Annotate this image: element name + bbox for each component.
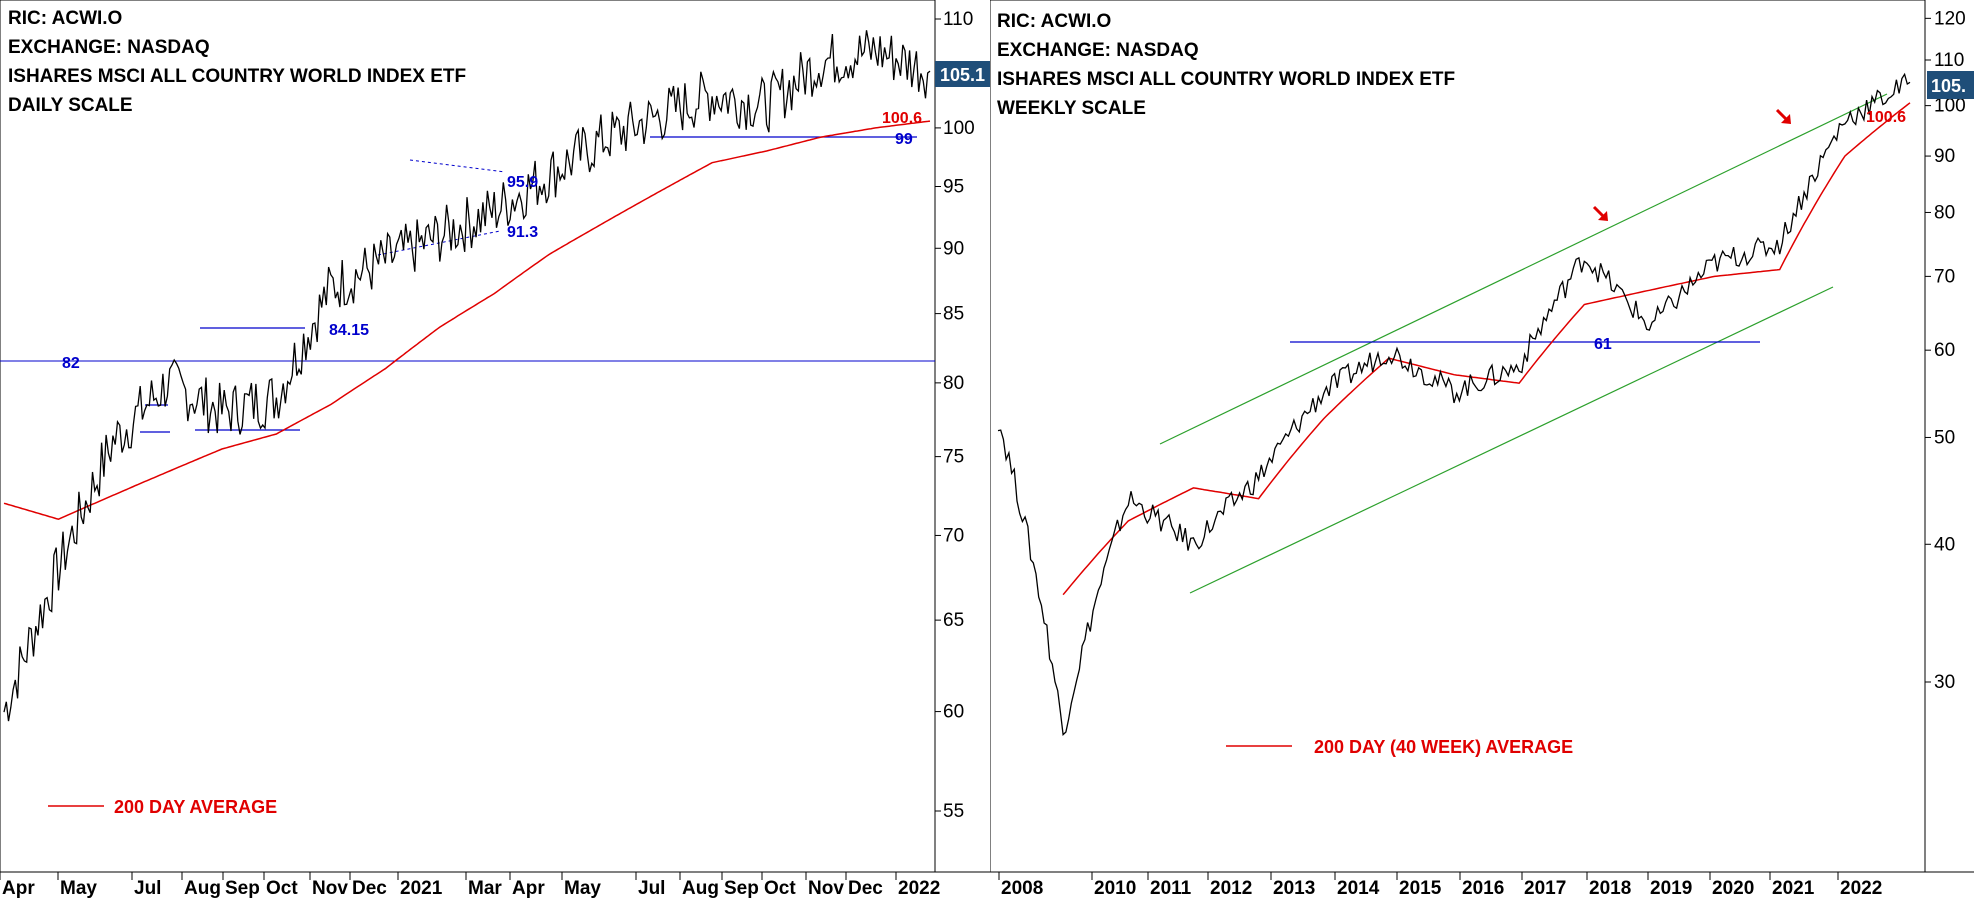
level-95-9-label: 95.9 bbox=[507, 174, 538, 191]
x-tick-label: 2008 bbox=[1001, 878, 1043, 899]
x-tick-label: Aug bbox=[184, 878, 221, 899]
x-tick-label: 2021 bbox=[400, 878, 443, 899]
y-tick-label: 60 bbox=[943, 702, 964, 723]
y-tick-label: 75 bbox=[943, 447, 964, 468]
x-tick-label: 2013 bbox=[1273, 878, 1315, 899]
weekly-price-line bbox=[997, 72, 1911, 736]
triangle-upper-line bbox=[409, 159, 506, 173]
y-tick-label: 95 bbox=[943, 177, 964, 198]
daily-legend-label: 200 DAY AVERAGE bbox=[114, 797, 277, 817]
x-tick-label: 2014 bbox=[1337, 878, 1380, 899]
x-tick-label: Jul bbox=[638, 878, 665, 899]
y-tick-label: 100 bbox=[943, 118, 975, 139]
arrow-icon bbox=[1775, 108, 1791, 124]
y-tick-label: 120 bbox=[1934, 8, 1966, 29]
x-tick-label: 2016 bbox=[1462, 878, 1504, 899]
y-tick-label: 80 bbox=[943, 373, 964, 394]
y-tick-label: 60 bbox=[1934, 340, 1955, 361]
x-tick-label: May bbox=[60, 878, 97, 899]
daily-price-line bbox=[3, 30, 931, 722]
x-tick-label: 2020 bbox=[1712, 878, 1754, 899]
weekly-legend-label: 200 DAY (40 WEEK) AVERAGE bbox=[1314, 737, 1573, 757]
x-tick-label: May bbox=[564, 878, 601, 899]
weekly-name-label: ISHARES MSCI ALL COUNTRY WORLD INDEX ETF bbox=[997, 69, 1455, 90]
x-tick-label: Oct bbox=[764, 878, 796, 899]
x-tick-label: Sep bbox=[225, 878, 260, 899]
daily-200-day-average-line bbox=[3, 120, 931, 520]
y-tick-label: 70 bbox=[1934, 266, 1955, 287]
x-tick-label: 2011 bbox=[1150, 878, 1192, 899]
y-tick-label: 70 bbox=[943, 525, 964, 546]
x-tick-label: 2010 bbox=[1094, 878, 1136, 899]
y-tick-label: 90 bbox=[1934, 146, 1955, 167]
x-tick-label: Nov bbox=[808, 878, 844, 899]
y-tick-label: 85 bbox=[943, 304, 964, 325]
y-tick-label: 40 bbox=[1934, 534, 1955, 555]
weekly-plot-area bbox=[990, 0, 1926, 873]
x-tick-label: Dec bbox=[848, 878, 883, 899]
daily-ric-label: RIC: ACWI.O bbox=[8, 8, 122, 29]
x-tick-label: 2022 bbox=[898, 878, 940, 899]
channel-lower-line bbox=[1189, 286, 1834, 594]
x-tick-label: Oct bbox=[266, 878, 298, 899]
daily-y-axis: 55 60 65 70 75 80 85 90 95 100 110 bbox=[935, 9, 975, 822]
daily-x-axis: Apr May Jul Aug Sep Oct Nov Dec 2021 Mar Apr May Jul… bbox=[0, 872, 940, 899]
y-tick-label: 110 bbox=[943, 9, 973, 30]
weekly-price-badge-text: 105. bbox=[1931, 76, 1966, 96]
weekly-chart: 30 40 50 60 70 80 90 100 110 120 2008 2010 2011 2012… bbox=[990, 0, 1974, 899]
x-tick-label: Sep bbox=[724, 878, 759, 899]
x-tick-label: Apr bbox=[512, 878, 545, 899]
daily-price-badge-text: 105.1 bbox=[940, 65, 985, 85]
level-82-label: 82 bbox=[62, 355, 80, 372]
x-tick-label: Dec bbox=[352, 878, 387, 899]
y-tick-label: 100 bbox=[1934, 96, 1966, 117]
x-tick-label: Apr bbox=[2, 878, 35, 899]
level-84-label: 84.15 bbox=[329, 322, 369, 339]
y-tick-label: 90 bbox=[943, 238, 964, 259]
y-tick-label: 80 bbox=[1934, 202, 1955, 223]
weekly-y-axis: 30 40 50 60 70 80 90 100 110 120 bbox=[1925, 8, 1966, 693]
x-tick-label: Nov bbox=[312, 878, 348, 899]
arrow-icon bbox=[1592, 205, 1608, 221]
y-tick-label: 30 bbox=[1934, 672, 1955, 693]
weekly-x-axis: 2008 2010 2011 2012 2013 2014 2015 2016 2017 2018… bbox=[998, 872, 1882, 899]
y-tick-label: 50 bbox=[1934, 427, 1955, 448]
weekly-chart-panel: 30 40 50 60 70 80 90 100 110 120 2008 2010 2011 2012… bbox=[990, 0, 1974, 905]
ma-value-label: 100.6 bbox=[882, 110, 922, 127]
x-tick-label: 2012 bbox=[1210, 878, 1252, 899]
daily-exchange-label: EXCHANGE: NASDAQ bbox=[8, 37, 210, 58]
x-tick-label: 2015 bbox=[1399, 878, 1442, 899]
weekly-exchange-label: EXCHANGE: NASDAQ bbox=[997, 40, 1199, 61]
x-tick-label: 2019 bbox=[1650, 878, 1692, 899]
x-tick-label: 2022 bbox=[1840, 878, 1882, 899]
daily-name-label: ISHARES MSCI ALL COUNTRY WORLD INDEX ETF bbox=[8, 66, 466, 87]
daily-scale-label: DAILY SCALE bbox=[8, 95, 133, 116]
weekly-scale-label: WEEKLY SCALE bbox=[997, 98, 1146, 119]
daily-chart-panel: 55 60 65 70 75 80 85 90 95 100 110 Apr May Jul Aug Sep… bbox=[0, 0, 990, 899]
y-tick-label: 110 bbox=[1934, 50, 1964, 71]
x-tick-label: Jul bbox=[134, 878, 161, 899]
x-tick-label: Aug bbox=[682, 878, 719, 899]
level-91-3-label: 91.3 bbox=[507, 224, 538, 241]
channel-upper-line bbox=[1159, 93, 1888, 445]
level-99-label: 99 bbox=[895, 131, 913, 148]
x-tick-label: 2021 bbox=[1772, 878, 1815, 899]
x-tick-label: 2018 bbox=[1589, 878, 1631, 899]
x-tick-label: Mar bbox=[468, 878, 502, 899]
weekly-ric-label: RIC: ACWI.O bbox=[997, 11, 1111, 32]
weekly-price-badge bbox=[1927, 71, 1974, 99]
weekly-ma-value-label: 100.6 bbox=[1866, 109, 1906, 126]
daily-plot-area bbox=[0, 0, 936, 873]
daily-price-badge bbox=[935, 61, 990, 87]
level-61-label: 61 bbox=[1594, 336, 1612, 353]
y-tick-label: 65 bbox=[943, 610, 964, 631]
x-tick-label: 2017 bbox=[1524, 878, 1566, 899]
y-tick-label: 55 bbox=[943, 801, 964, 822]
